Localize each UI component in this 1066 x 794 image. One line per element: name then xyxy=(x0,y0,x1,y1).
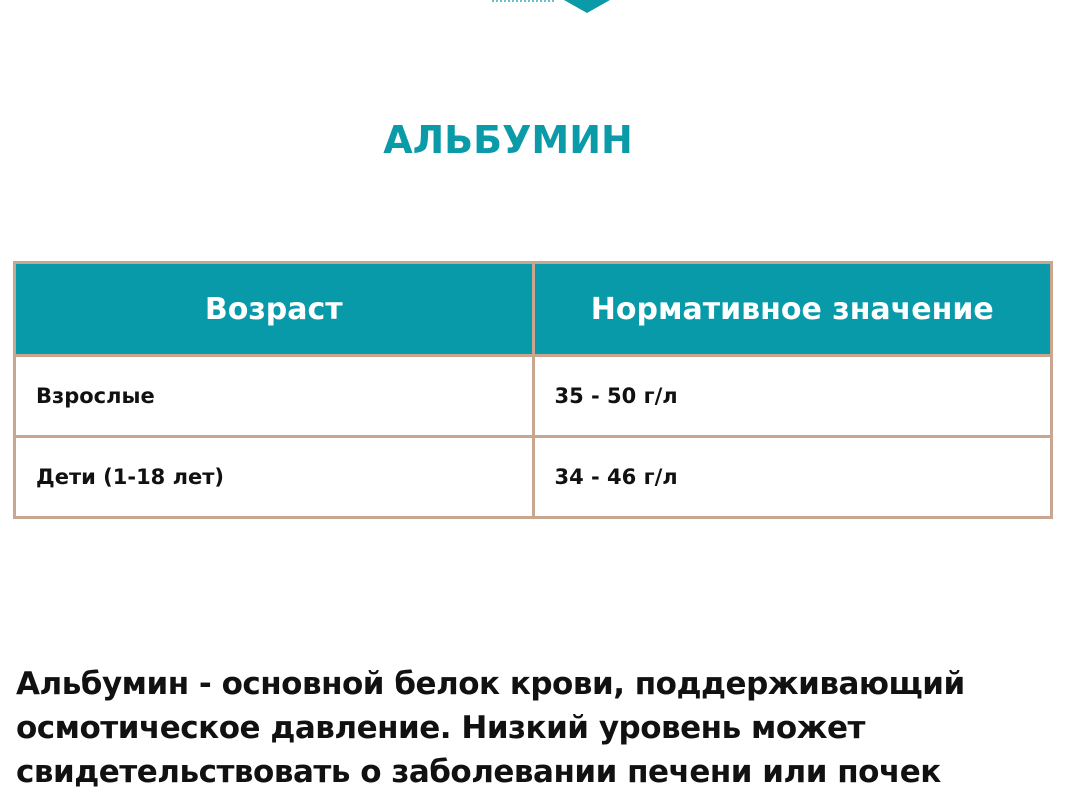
cell-age: Дети (1-18 лет) xyxy=(13,435,535,519)
cell-value: 34 - 46 г/л xyxy=(531,435,1053,519)
table-row: Дети (1-18 лет) 34 - 46 г/л xyxy=(13,435,1053,519)
table-header-row: Возраст Нормативное значение xyxy=(13,261,1053,357)
description-text: Альбумин - основной белок крови, поддерж… xyxy=(16,666,965,790)
reference-table: Возраст Нормативное значение Взрослые 35… xyxy=(13,261,1053,519)
cell-age: Взрослые xyxy=(13,354,535,438)
cell-value: 35 - 50 г/л xyxy=(531,354,1053,438)
header-age: Возраст xyxy=(13,261,535,357)
logo-diamond-icon xyxy=(564,0,610,13)
header-normal-value: Нормативное значение xyxy=(531,261,1053,357)
logo-text xyxy=(492,0,554,2)
page-title: АЛЬБУМИН xyxy=(383,118,633,162)
table-row: Взрослые 35 - 50 г/л xyxy=(13,354,1053,438)
